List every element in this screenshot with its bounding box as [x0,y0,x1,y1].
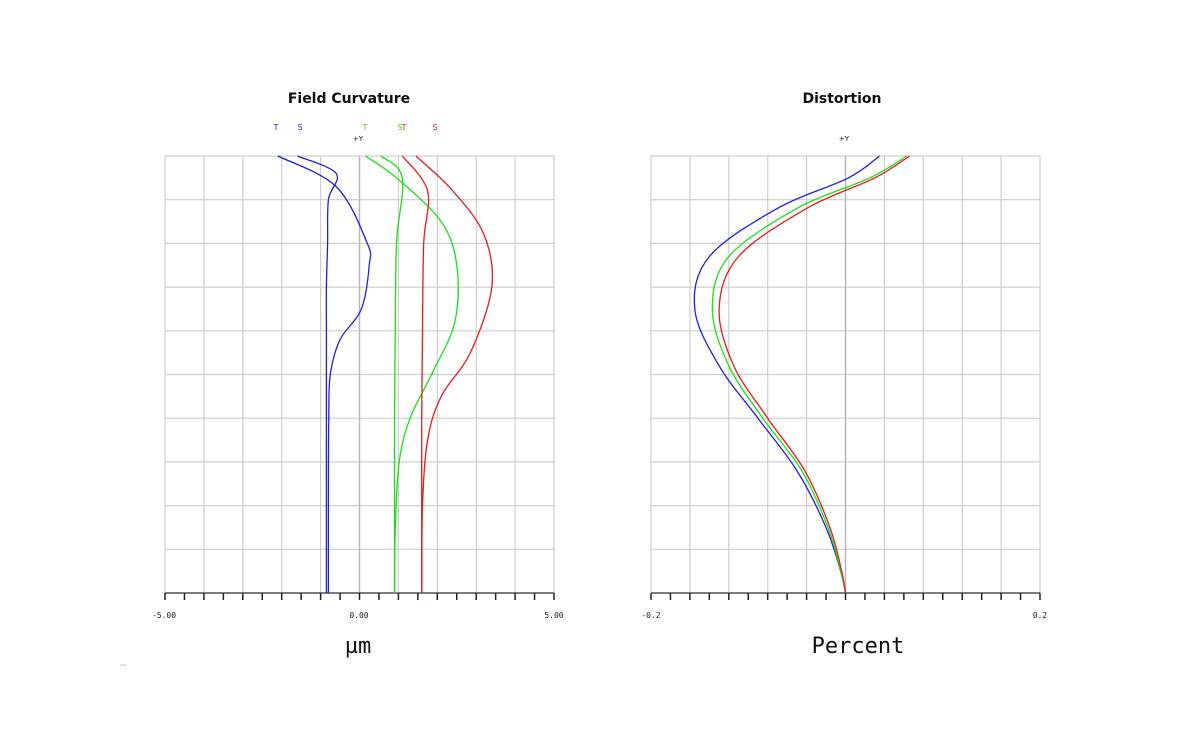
field-curvature-x-unit: µm [345,634,372,659]
legend-green-t: T [362,123,368,132]
field-curvature-tick-zero: 0.00 [349,611,368,620]
field-curvature-series-3 [380,155,404,594]
distortion-tick-max: 0.2 [1033,611,1048,620]
distortion-series-0 [693,155,880,594]
legend-green-s: S [397,123,402,132]
field-curvature-series-5 [401,155,430,593]
legend-blue-t: T [273,123,279,132]
field-curvature-title: Field Curvature [288,91,410,107]
field-curvature-y-marker: +Y [353,135,364,143]
distortion-curves [693,155,911,594]
distortion-title: Distortion [802,91,881,107]
distortion-x-unit: Percent [812,634,905,659]
field-curvature-series-4 [415,155,494,594]
field-curvature-panel: Field Curvature T S T S T S +Y -5.00 0.0… [152,91,564,659]
field-curvature-grid [164,155,555,600]
field-curvature-tick-max: 5.00 [544,611,563,620]
legend-red-t: T [401,123,407,132]
distortion-series-2 [718,155,911,594]
legend-blue-s: S [297,123,302,132]
field-curvature-series-0 [277,155,372,594]
distortion-series-1 [711,155,908,594]
distortion-y-marker: +Y [839,135,850,143]
field-curvature-tick-min: -5.00 [152,611,176,620]
field-curvature-curves [277,155,494,594]
field-curvature-series-1 [297,155,339,593]
distortion-tick-min: -0.2 [641,611,660,620]
field-curvature-legend: T S T S T S [273,123,438,132]
field-curvature-series-2 [364,155,459,594]
legend-red-s: S [432,123,437,132]
distortion-panel: Distortion +Y -0.2 0.2 Percent [641,91,1047,659]
